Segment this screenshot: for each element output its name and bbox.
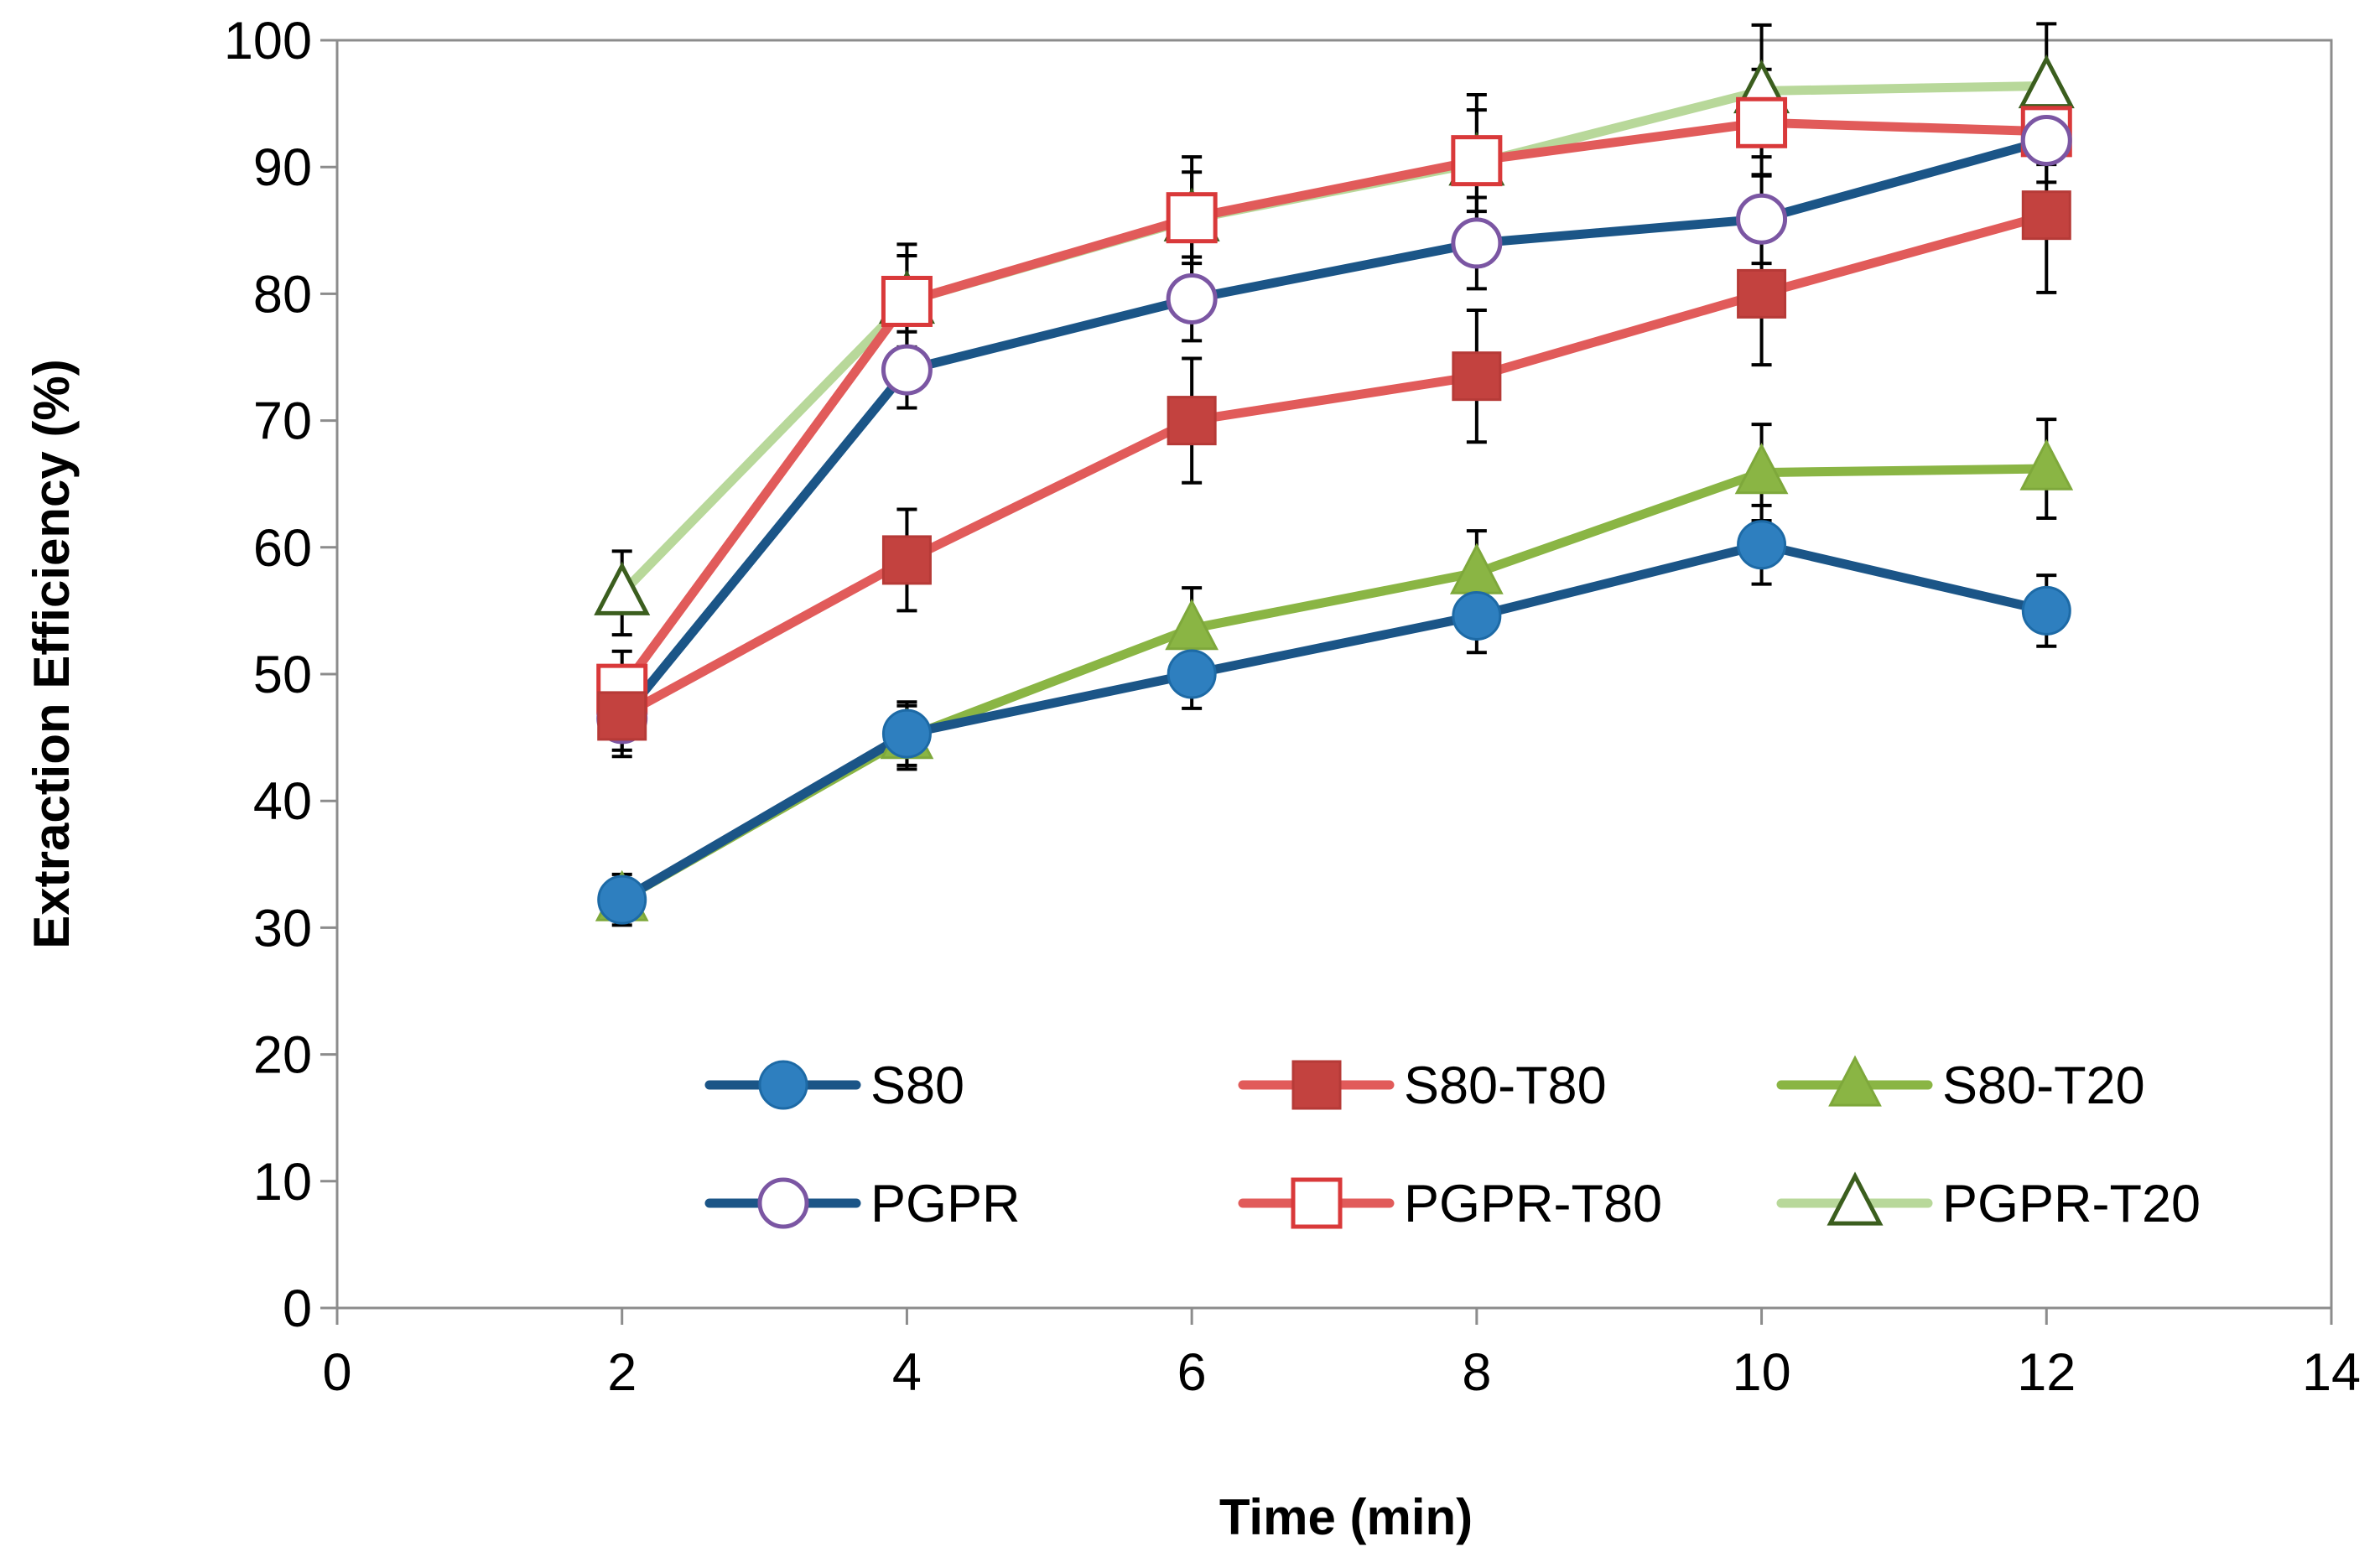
y-tick-label: 80 bbox=[253, 265, 312, 324]
data-point-s80-t20 bbox=[1734, 443, 1789, 495]
data-point-s80-t80 bbox=[1737, 268, 1787, 319]
x-tick-label: 6 bbox=[1177, 1343, 1207, 1402]
y-tick-label: 70 bbox=[253, 392, 312, 451]
series-lines bbox=[617, 80, 2051, 905]
data-point-s80-t80 bbox=[2021, 190, 2071, 241]
axes: 0 10 20 30 40 50 60 70 80 90 100 0 2 4 6 8 10 12 14 bbox=[224, 12, 2361, 1402]
legend-swatch-marker bbox=[758, 1060, 808, 1110]
x-tick-label: 14 bbox=[2302, 1343, 2361, 1402]
data-point-pgpr-t80 bbox=[1166, 192, 1218, 244]
y-tick-label: 0 bbox=[283, 1279, 312, 1338]
legend-label: S80 bbox=[870, 1056, 964, 1115]
data-point-s80-t80 bbox=[881, 535, 932, 585]
x-axis-title: Time (min) bbox=[1219, 1489, 1473, 1545]
legend-item-s80-t20: S80-T20 bbox=[1776, 1055, 2145, 1115]
y-tick-label: 100 bbox=[224, 12, 312, 70]
data-point-s80 bbox=[1737, 520, 1787, 570]
data-point-pgpr bbox=[1736, 193, 1788, 245]
data-point-pgpr bbox=[1166, 272, 1218, 324]
data-point-s80-t20 bbox=[1165, 599, 1219, 651]
series-line-s80 bbox=[617, 540, 2051, 905]
y-tick-label: 30 bbox=[253, 899, 312, 958]
data-point-pgpr-t20 bbox=[594, 561, 651, 615]
legend-item-pgpr-t20: PGPR-T20 bbox=[1776, 1171, 2201, 1233]
series-markers bbox=[594, 54, 2075, 925]
legend: S80 S80-T80 S80-T20 PGPR PGPR-T80 PGPR-T20 bbox=[704, 1055, 2201, 1233]
x-tick-label: 2 bbox=[607, 1343, 637, 1402]
legend-swatch-marker bbox=[757, 1177, 809, 1229]
data-point-s80-t80 bbox=[1167, 396, 1217, 446]
legend-item-s80-t80: S80-T80 bbox=[1238, 1056, 1607, 1115]
data-point-s80-t80 bbox=[1452, 351, 1502, 402]
data-point-s80 bbox=[1452, 590, 1502, 641]
y-tick-label: 10 bbox=[253, 1153, 312, 1212]
legend-label: S80-T20 bbox=[1942, 1056, 2145, 1115]
legend-label: PGPR bbox=[870, 1175, 1021, 1233]
series-line-pgpr-t80 bbox=[617, 117, 2051, 694]
data-point-pgpr bbox=[2020, 114, 2072, 166]
y-tick-label: 20 bbox=[253, 1026, 312, 1085]
y-tick-label: 40 bbox=[253, 772, 312, 831]
legend-swatch-marker bbox=[1291, 1177, 1343, 1229]
data-point-pgpr bbox=[1451, 217, 1503, 269]
y-axis-title: Extraction Efficiency (%) bbox=[23, 359, 80, 949]
series-line-s80-t80 bbox=[617, 210, 2051, 721]
data-point-pgpr bbox=[881, 344, 933, 396]
legend-item-s80: S80 bbox=[704, 1056, 964, 1115]
legend-label: PGPR-T20 bbox=[1942, 1175, 2201, 1233]
data-point-s80-t80 bbox=[597, 691, 647, 741]
data-point-s80 bbox=[2021, 585, 2071, 636]
data-point-pgpr-t80 bbox=[1451, 135, 1503, 187]
x-tick-label: 10 bbox=[1733, 1343, 1791, 1402]
x-tick-label: 4 bbox=[892, 1343, 922, 1402]
legend-swatch-marker bbox=[1828, 1055, 1882, 1107]
data-point-pgpr-t80 bbox=[881, 275, 933, 327]
legend-swatch-marker bbox=[1827, 1171, 1884, 1226]
legend-label: PGPR-T80 bbox=[1404, 1175, 1662, 1233]
data-point-s80 bbox=[1167, 649, 1217, 699]
y-tick-label: 60 bbox=[253, 519, 312, 578]
x-tick-label: 8 bbox=[1462, 1343, 1491, 1402]
data-point-s80-t20 bbox=[2019, 439, 2074, 490]
x-tick-label: 0 bbox=[322, 1343, 351, 1402]
y-tick-label: 90 bbox=[253, 138, 312, 197]
legend-item-pgpr: PGPR bbox=[704, 1175, 1021, 1233]
legend-label: S80-T80 bbox=[1404, 1056, 1607, 1115]
x-tick-label: 12 bbox=[2017, 1343, 2076, 1402]
legend-item-pgpr-t80: PGPR-T80 bbox=[1238, 1175, 1662, 1233]
data-point-pgpr-t80 bbox=[1736, 96, 1788, 148]
data-point-s80 bbox=[597, 875, 647, 925]
data-point-s80 bbox=[881, 708, 932, 759]
legend-swatch-marker bbox=[1291, 1060, 1342, 1110]
y-tick-label: 50 bbox=[253, 646, 312, 704]
series-line-pgpr bbox=[617, 135, 2051, 724]
